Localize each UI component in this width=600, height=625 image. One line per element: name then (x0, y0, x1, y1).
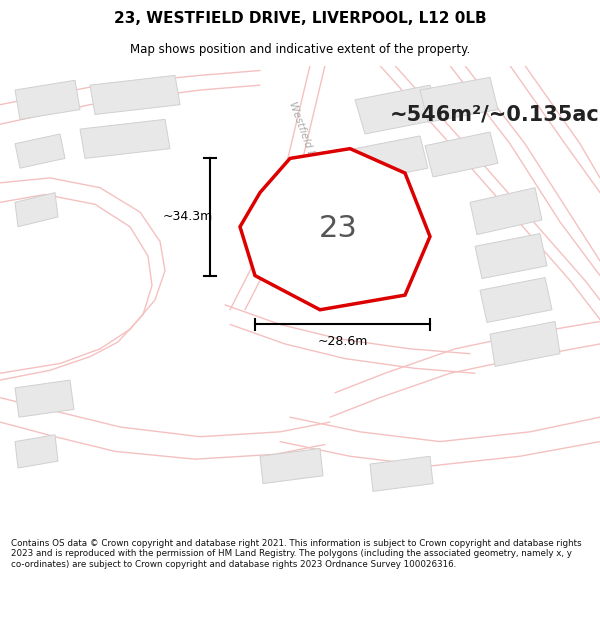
Text: Map shows position and indicative extent of the property.: Map shows position and indicative extent… (130, 42, 470, 56)
Polygon shape (90, 76, 180, 114)
Polygon shape (240, 149, 430, 310)
Polygon shape (425, 132, 498, 177)
Text: 23: 23 (319, 214, 358, 243)
Polygon shape (15, 80, 80, 119)
Polygon shape (15, 380, 74, 418)
Polygon shape (490, 321, 560, 366)
Text: Contains OS data © Crown copyright and database right 2021. This information is : Contains OS data © Crown copyright and d… (11, 539, 581, 569)
Polygon shape (325, 202, 380, 243)
Polygon shape (80, 119, 170, 158)
Polygon shape (15, 192, 58, 227)
Text: ~34.3m: ~34.3m (163, 211, 213, 224)
Polygon shape (15, 435, 58, 468)
Polygon shape (470, 188, 542, 234)
Polygon shape (420, 78, 498, 122)
Polygon shape (260, 449, 323, 484)
Polygon shape (475, 234, 547, 279)
Text: Westfield Drive: Westfield Drive (287, 100, 323, 178)
Polygon shape (480, 278, 552, 322)
Polygon shape (355, 136, 428, 181)
Text: ~546m²/~0.135ac.: ~546m²/~0.135ac. (390, 104, 600, 124)
Polygon shape (15, 134, 65, 168)
Polygon shape (355, 85, 440, 134)
Polygon shape (370, 456, 433, 491)
Text: 23, WESTFIELD DRIVE, LIVERPOOL, L12 0LB: 23, WESTFIELD DRIVE, LIVERPOOL, L12 0LB (113, 11, 487, 26)
Text: ~28.6m: ~28.6m (317, 336, 368, 349)
